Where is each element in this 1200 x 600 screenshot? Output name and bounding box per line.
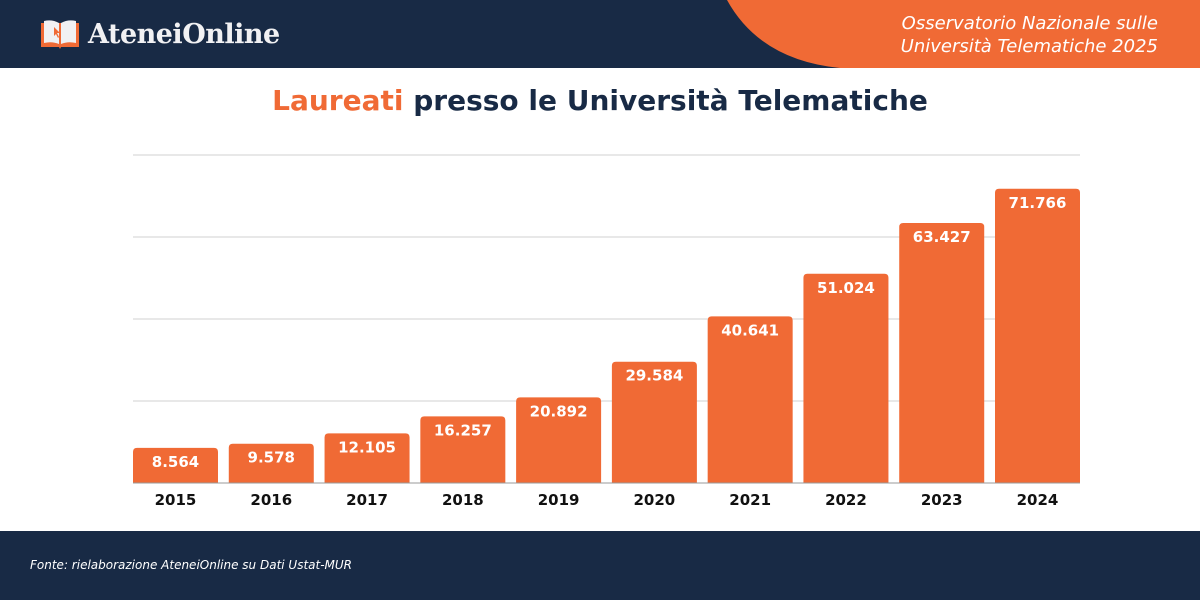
- footer: Fonte: rielaborazione AteneiOnline su Da…: [0, 531, 1200, 600]
- chart-title: Laureati presso le Università Telematich…: [0, 84, 1200, 117]
- bar: [899, 222, 985, 484]
- bar: [803, 273, 889, 483]
- data-label: 12.105: [338, 438, 396, 456]
- data-label: 71.766: [1009, 194, 1067, 212]
- observatory-title: Osservatorio Nazionale sulle Università …: [901, 12, 1158, 58]
- bar: [611, 361, 697, 483]
- x-tick-label: 2016: [250, 491, 292, 509]
- bar: [420, 416, 506, 483]
- bar: [516, 397, 602, 483]
- bar: [707, 316, 793, 483]
- observatory-line-1: Osservatorio Nazionale sulle: [901, 13, 1158, 34]
- bar: [995, 188, 1080, 483]
- bar: [133, 447, 218, 483]
- logo-text: AteneiOnline: [88, 18, 280, 50]
- data-label: 40.641: [721, 321, 779, 339]
- data-label: 29.584: [625, 367, 683, 385]
- bar: [228, 443, 314, 483]
- header-accent-shape: [727, 0, 1200, 68]
- bar: [324, 433, 410, 483]
- chart-title-highlight: Laureati: [272, 84, 404, 117]
- data-label: 9.578: [248, 449, 295, 467]
- data-label: 8.564: [152, 453, 199, 471]
- x-tick-label: 2017: [346, 491, 388, 509]
- x-tick-label: 2024: [1017, 491, 1059, 509]
- bar-chart: 8.564 2015 9.578 2016 12.105 2017 16.257 2018 20…: [133, 154, 1080, 509]
- source-note: Fonte: rielaborazione AteneiOnline su Da…: [30, 558, 353, 572]
- data-label: 20.892: [530, 402, 588, 420]
- chart-title-rest: presso le Università Telematiche: [403, 84, 928, 117]
- logo[interactable]: AteneiOnline: [40, 18, 280, 50]
- x-tick-label: 2019: [538, 491, 580, 509]
- observatory-line-2: Università Telematiche 2025: [900, 36, 1158, 57]
- x-tick-label: 2015: [155, 491, 197, 509]
- x-tick-label: 2023: [921, 491, 963, 509]
- data-label: 63.427: [913, 228, 971, 246]
- x-tick-label: 2020: [634, 491, 676, 509]
- x-tick-label: 2021: [729, 491, 771, 509]
- header: AteneiOnline Osservatorio Nazionale sull…: [0, 0, 1200, 68]
- x-tick-label: 2022: [825, 491, 867, 509]
- data-label: 16.257: [434, 421, 492, 439]
- open-book-icon: [41, 20, 79, 49]
- x-tick-label: 2018: [442, 491, 484, 509]
- data-label: 51.024: [817, 279, 875, 297]
